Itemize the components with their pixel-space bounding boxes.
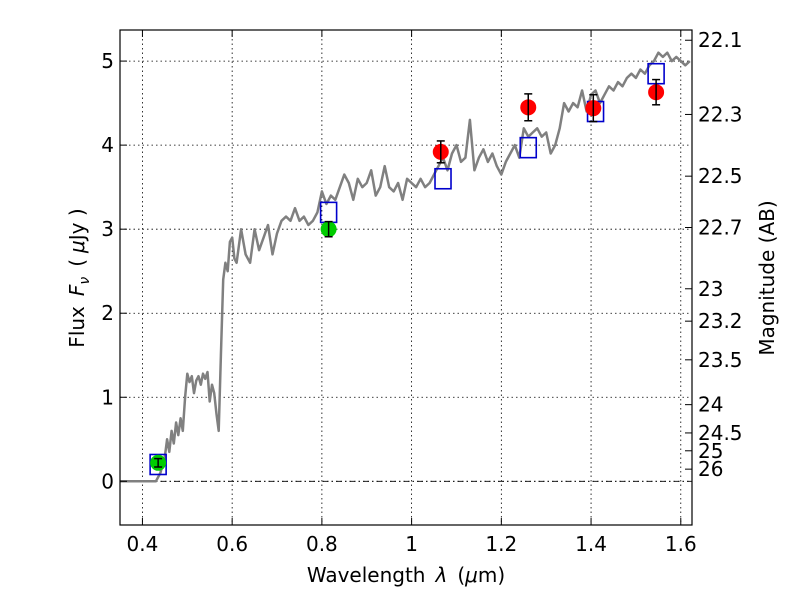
y-tick-label: 3 xyxy=(101,217,114,241)
y2-tick-label: 23.5 xyxy=(698,348,743,372)
y-tick-label: 5 xyxy=(101,49,114,73)
y-tick-label: 1 xyxy=(101,385,114,409)
y-tick-label: 2 xyxy=(101,301,114,325)
y2-tick-label: 23.2 xyxy=(698,309,743,333)
y2-axis-label: Magnitude (AB) xyxy=(755,200,779,355)
y2-tick-label: 25 xyxy=(698,439,723,463)
y2-tick-label: 24.5 xyxy=(698,421,743,445)
observed-photometry-points xyxy=(150,78,665,471)
x-tick-label: 0.8 xyxy=(306,532,338,556)
y-tick-label: 4 xyxy=(101,133,114,157)
axis-ticks: 0.4 0.6 0.8 1 1.2 1.4 1.601234522.122.322.522.… xyxy=(101,28,742,556)
model-box xyxy=(319,201,338,224)
y2-tick-label: 22.7 xyxy=(698,215,743,239)
y2-tick-label: 23 xyxy=(698,277,723,301)
x-tick-label: 1 xyxy=(405,532,418,556)
x-tick-label: 0.4 xyxy=(127,532,159,556)
plot-frame xyxy=(119,29,693,526)
x-tick-label: 0.6 xyxy=(216,532,248,556)
x-tick-label: 1.4 xyxy=(575,532,607,556)
y2-tick-label: 22.1 xyxy=(698,28,743,52)
y2-tick-label: 22.3 xyxy=(698,102,743,126)
x-tick-label: 1.2 xyxy=(485,532,517,556)
x-axis-label: Wavelength λ (μm) xyxy=(307,563,505,587)
model-box xyxy=(434,167,452,190)
y2-tick-label: 22.5 xyxy=(698,164,743,188)
y2-tick-label: 24 xyxy=(698,393,723,417)
model-box xyxy=(149,453,167,476)
y-tick-label: 0 xyxy=(101,469,114,493)
grid-lines xyxy=(120,30,692,525)
x-tick-label: 1.6 xyxy=(665,532,697,556)
y-axis-label: FluxFν(μJy ) xyxy=(65,208,93,347)
y2-tick-label: 26 xyxy=(698,457,723,481)
model-box xyxy=(519,136,538,159)
